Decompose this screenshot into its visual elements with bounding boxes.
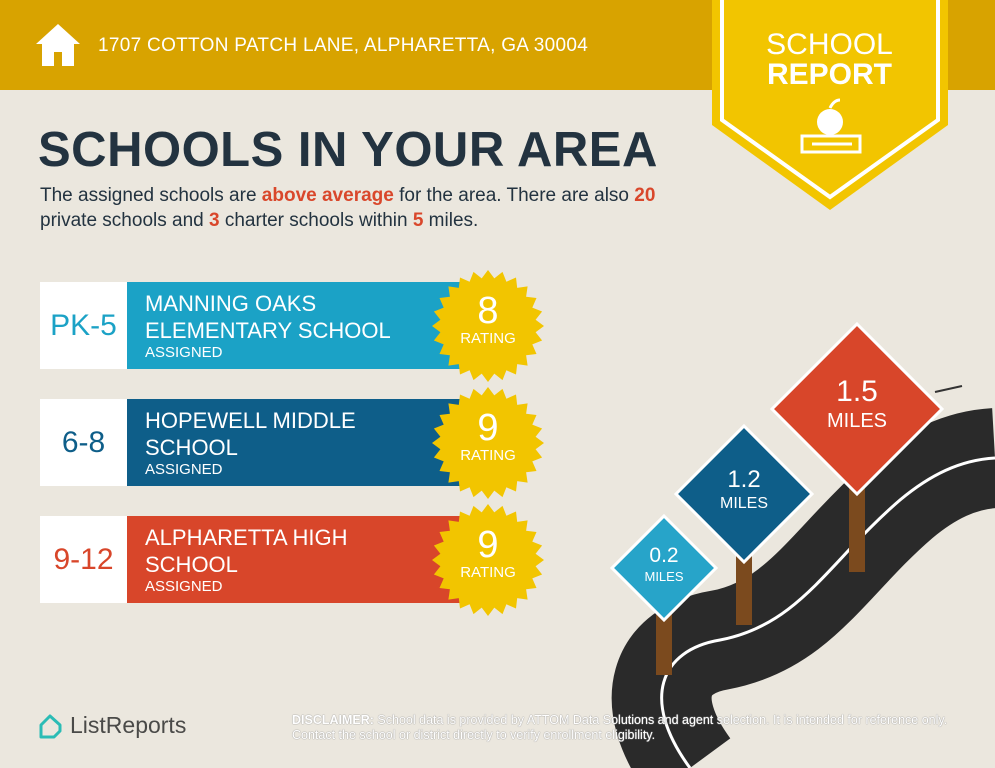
page-title: SCHOOLS IN YOUR AREA (38, 123, 658, 177)
listreports-logo-icon (39, 714, 62, 738)
grade-range: 6-8 (40, 399, 127, 486)
grade-range: 9-12 (40, 516, 127, 603)
house-icon (36, 24, 80, 66)
school-info: HOPEWELL MIDDLE SCHOOL ASSIGNED (127, 399, 460, 486)
distance-sign (673, 423, 815, 565)
school-report-banner (712, 0, 948, 210)
banner-title: SCHOOL REPORT (766, 28, 893, 91)
intro-text: The assigned schools are above average f… (40, 185, 656, 231)
grade-range: PK-5 (40, 282, 127, 369)
school-name: MANNING OAKS ELEMENTARY SCHOOL (145, 291, 391, 343)
school-info: ALPHARETTA HIGH SCHOOL ASSIGNED (127, 516, 460, 603)
sign-label: 1.5 MILES (826, 375, 888, 432)
school-row[interactable]: PK-5 MANNING OAKS ELEMENTARY SCHOOL ASSIG… (40, 282, 460, 369)
rating-badge: 9 RATING (460, 524, 516, 581)
rating-badge-icon (432, 387, 544, 499)
rating-badge-icon (432, 504, 544, 616)
assignment-status: ASSIGNED (145, 344, 223, 361)
assignment-status: ASSIGNED (145, 578, 223, 595)
rating-badge-icon (432, 270, 544, 382)
school-row[interactable]: 9-12 ALPHARETTA HIGH SCHOOL ASSIGNED (40, 516, 460, 603)
property-address: 1707 COTTON PATCH LANE, ALPHARETTA, GA 3… (98, 35, 589, 56)
distance-sign (609, 513, 719, 623)
sign-label: 0.2 MILES (644, 544, 684, 584)
sign-label: 1.2 MILES (719, 466, 768, 512)
distance-sign (769, 321, 945, 497)
rating-badge: 8 RATING (460, 290, 516, 347)
apple-books-icon (800, 98, 862, 154)
school-name: ALPHARETTA HIGH SCHOOL (145, 525, 348, 577)
assignment-status: ASSIGNED (145, 461, 223, 478)
school-name: HOPEWELL MIDDLE SCHOOL (145, 408, 356, 460)
disclaimer: DISCLAIMER: School data is provided by A… (292, 713, 948, 742)
school-row[interactable]: 6-8 HOPEWELL MIDDLE SCHOOL ASSIGNED (40, 399, 460, 486)
school-info: MANNING OAKS ELEMENTARY SCHOOL ASSIGNED (127, 282, 460, 369)
rating-badge: 9 RATING (460, 407, 516, 464)
listreports-logo: ListReports (38, 712, 186, 739)
